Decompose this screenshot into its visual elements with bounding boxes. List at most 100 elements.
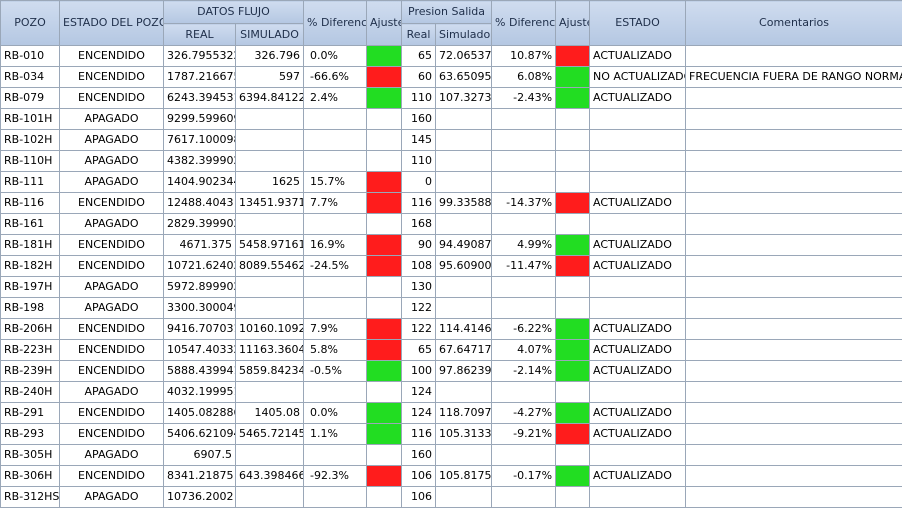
cell-estado-pozo[interactable]: APAGADO <box>59 276 164 298</box>
cell-pozo[interactable]: RB-198 <box>0 297 60 319</box>
cell-flujo-real[interactable]: 1404.902344 <box>163 171 236 193</box>
cell-diferencia-flujo[interactable]: -66.6% <box>303 66 368 88</box>
cell-flujo-simulado[interactable]: 8089.554624 <box>234 255 305 277</box>
cell-ajuste-presion[interactable] <box>555 66 591 88</box>
cell-ajuste-flujo[interactable] <box>366 381 403 403</box>
cell-flujo-simulado[interactable] <box>234 108 305 130</box>
cell-estado-pozo[interactable]: ENCENDIDO <box>59 87 164 109</box>
cell-comentario[interactable] <box>685 402 902 424</box>
cell-ajuste-presion[interactable] <box>555 108 591 130</box>
cell-flujo-simulado[interactable]: 6394.841221 <box>234 87 305 109</box>
cell-pozo[interactable]: RB-161 <box>0 213 60 235</box>
cell-flujo-simulado[interactable] <box>234 276 305 298</box>
cell-diferencia-presion[interactable]: -14.37% <box>491 192 557 214</box>
cell-estado-pozo[interactable]: ENCENDIDO <box>59 192 164 214</box>
cell-estado-pozo[interactable]: APAGADO <box>59 213 164 235</box>
cell-estado[interactable] <box>589 213 687 235</box>
cell-estado[interactable] <box>589 108 687 130</box>
cell-pozo[interactable]: RB-010 <box>0 45 60 67</box>
cell-comentario[interactable] <box>685 171 902 193</box>
cell-comentario[interactable] <box>685 213 902 235</box>
cell-presion-real[interactable]: 0 <box>401 171 437 193</box>
cell-diferencia-presion[interactable]: -2.43% <box>491 87 557 109</box>
cell-flujo-simulado[interactable]: 326.796 <box>234 45 305 67</box>
cell-flujo-simulado[interactable]: 10160.1092 <box>234 318 305 340</box>
cell-presion-real[interactable]: 124 <box>401 381 437 403</box>
cell-pozo[interactable]: RB-239H <box>0 360 60 382</box>
cell-presion-simulado[interactable]: 63.6509535 <box>435 66 493 88</box>
cell-pozo[interactable]: RB-181H <box>0 234 60 256</box>
cell-flujo-real[interactable]: 12488.4043 <box>163 192 236 214</box>
cell-estado-pozo[interactable]: ENCENDIDO <box>59 66 164 88</box>
cell-flujo-simulado[interactable]: 13451.93719 <box>234 192 305 214</box>
col-header-comentarios[interactable]: Comentarios <box>685 0 902 46</box>
cell-presion-real[interactable]: 116 <box>401 192 437 214</box>
cell-presion-real[interactable]: 116 <box>401 423 437 445</box>
cell-estado-pozo[interactable]: APAGADO <box>59 150 164 172</box>
cell-presion-simulado[interactable]: 118.709796 <box>435 402 493 424</box>
cell-estado[interactable]: ACTUALIZADO <box>589 318 687 340</box>
cell-flujo-simulado[interactable] <box>234 297 305 319</box>
cell-ajuste-flujo[interactable] <box>366 297 403 319</box>
cell-estado[interactable]: ACTUALIZADO <box>589 234 687 256</box>
cell-presion-simulado[interactable]: 72.0653721 <box>435 45 493 67</box>
cell-ajuste-presion[interactable] <box>555 297 591 319</box>
cell-ajuste-presion[interactable] <box>555 255 591 277</box>
cell-flujo-real[interactable]: 3300.300049 <box>163 297 236 319</box>
cell-ajuste-flujo[interactable] <box>366 465 403 487</box>
cell-presion-real[interactable]: 122 <box>401 297 437 319</box>
cell-comentario[interactable] <box>685 360 902 382</box>
cell-diferencia-flujo[interactable]: 1.1% <box>303 423 368 445</box>
cell-flujo-real[interactable]: 326.7955322 <box>163 45 236 67</box>
cell-estado-pozo[interactable]: APAGADO <box>59 297 164 319</box>
cell-estado-pozo[interactable]: APAGADO <box>59 108 164 130</box>
cell-estado-pozo[interactable]: ENCENDIDO <box>59 339 164 361</box>
cell-diferencia-presion[interactable]: -2.14% <box>491 360 557 382</box>
cell-flujo-simulado[interactable] <box>234 486 305 508</box>
cell-flujo-simulado[interactable]: 5458.971612 <box>234 234 305 256</box>
cell-ajuste-presion[interactable] <box>555 465 591 487</box>
cell-diferencia-flujo[interactable] <box>303 108 368 130</box>
cell-comentario[interactable] <box>685 234 902 256</box>
cell-presion-simulado[interactable] <box>435 297 493 319</box>
cell-ajuste-presion[interactable] <box>555 339 591 361</box>
cell-presion-real[interactable]: 160 <box>401 108 437 130</box>
cell-pozo[interactable]: RB-101H <box>0 108 60 130</box>
cell-flujo-real[interactable]: 10547.40332 <box>163 339 236 361</box>
cell-presion-simulado[interactable] <box>435 129 493 151</box>
cell-flujo-simulado[interactable]: 1625 <box>234 171 305 193</box>
cell-presion-simulado[interactable]: 97.8623946 <box>435 360 493 382</box>
cell-pozo[interactable]: RB-111 <box>0 171 60 193</box>
cell-flujo-simulado[interactable] <box>234 213 305 235</box>
cell-estado-pozo[interactable]: ENCENDIDO <box>59 423 164 445</box>
cell-estado-pozo[interactable]: ENCENDIDO <box>59 234 164 256</box>
cell-estado-pozo[interactable]: ENCENDIDO <box>59 255 164 277</box>
cell-estado[interactable] <box>589 171 687 193</box>
cell-presion-real[interactable]: 106 <box>401 486 437 508</box>
cell-comentario[interactable] <box>685 318 902 340</box>
cell-estado[interactable] <box>589 381 687 403</box>
cell-ajuste-flujo[interactable] <box>366 45 403 67</box>
cell-estado[interactable]: ACTUALIZADO <box>589 402 687 424</box>
col-header-diferencia-presion[interactable]: % Diferencia <box>491 0 557 46</box>
cell-flujo-simulado[interactable]: 1405.08 <box>234 402 305 424</box>
col-header-presion-simulado[interactable]: Simulado <box>435 23 493 46</box>
cell-presion-simulado[interactable] <box>435 171 493 193</box>
cell-presion-real[interactable]: 122 <box>401 318 437 340</box>
cell-pozo[interactable]: RB-305H <box>0 444 60 466</box>
cell-presion-simulado[interactable]: 95.6090069 <box>435 255 493 277</box>
cell-diferencia-flujo[interactable] <box>303 129 368 151</box>
cell-ajuste-flujo[interactable] <box>366 423 403 445</box>
cell-estado[interactable]: ACTUALIZADO <box>589 255 687 277</box>
cell-presion-real[interactable]: 65 <box>401 339 437 361</box>
cell-flujo-simulado[interactable]: 5465.721455 <box>234 423 305 445</box>
cell-ajuste-presion[interactable] <box>555 192 591 214</box>
cell-diferencia-presion[interactable] <box>491 213 557 235</box>
cell-diferencia-presion[interactable]: -0.17% <box>491 465 557 487</box>
cell-diferencia-presion[interactable] <box>491 381 557 403</box>
cell-presion-simulado[interactable] <box>435 150 493 172</box>
cell-diferencia-flujo[interactable]: 7.7% <box>303 192 368 214</box>
cell-flujo-simulado[interactable]: 5859.84234 <box>234 360 305 382</box>
cell-comentario[interactable] <box>685 45 902 67</box>
cell-presion-real[interactable]: 100 <box>401 360 437 382</box>
